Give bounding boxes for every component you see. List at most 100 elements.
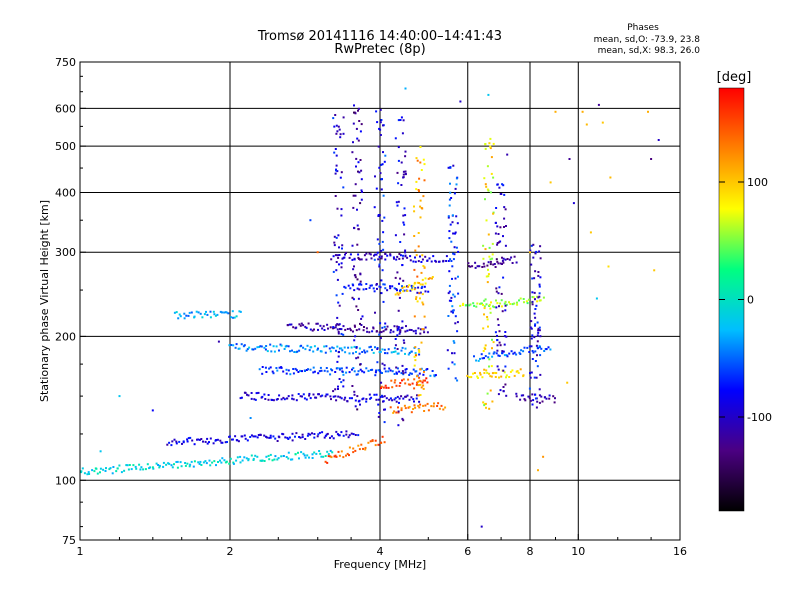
data-point: [249, 436, 252, 438]
data-point: [424, 290, 427, 293]
data-point: [155, 462, 158, 465]
data-point: [515, 395, 518, 398]
data-point: [344, 351, 347, 354]
stats-line-o: mean, sd,O: -73.9, 23.8: [594, 35, 701, 45]
data-point: [297, 371, 300, 373]
data-point: [399, 329, 402, 332]
data-point: [377, 443, 380, 446]
data-point: [370, 257, 373, 260]
data-point: [377, 398, 380, 401]
data-point: [414, 352, 417, 355]
colorbar-tick-label: 100: [747, 176, 768, 189]
data-point: [418, 282, 421, 284]
data-point: [308, 349, 311, 352]
data-point: [320, 369, 323, 372]
data-point: [250, 397, 253, 400]
data-point: [179, 461, 182, 464]
data-point: [287, 438, 290, 440]
data-point: [410, 288, 413, 291]
data-point: [543, 350, 546, 352]
data-point: [405, 368, 408, 370]
data-point: [397, 410, 400, 413]
data-point: [399, 241, 402, 243]
data-point: [421, 283, 424, 286]
data-point: [292, 326, 295, 329]
data-point: [248, 346, 251, 349]
data-point: [452, 293, 455, 296]
data-point: [330, 258, 333, 261]
data-point: [375, 330, 378, 333]
data-point: [609, 176, 612, 179]
data-point: [173, 463, 175, 466]
data-point: [217, 461, 219, 463]
data-point: [246, 348, 249, 351]
data-point: [453, 253, 456, 256]
data-point: [402, 214, 405, 217]
data-point: [391, 399, 394, 402]
data-point: [484, 143, 487, 146]
data-point: [502, 184, 505, 187]
data-point: [446, 349, 449, 352]
data-point: [450, 299, 453, 302]
data-point: [245, 349, 248, 352]
data-point: [422, 328, 425, 331]
data-point: [503, 354, 506, 357]
data-point: [243, 434, 246, 437]
data-point: [282, 433, 285, 436]
data-point: [423, 410, 426, 412]
data-point: [393, 257, 395, 260]
data-point: [351, 151, 354, 154]
data-point: [539, 276, 542, 279]
data-point: [376, 238, 379, 241]
data-point: [531, 350, 534, 352]
data-point: [518, 351, 521, 354]
data-point: [357, 253, 360, 256]
data-point: [352, 367, 355, 370]
data-point: [421, 328, 424, 331]
data-point: [213, 460, 216, 463]
data-point: [492, 305, 494, 308]
data-point: [499, 302, 502, 305]
data-point: [239, 461, 242, 464]
data-point: [291, 394, 294, 397]
data-point: [435, 260, 437, 263]
data-point: [503, 226, 505, 228]
data-point: [134, 465, 137, 468]
data-point: [392, 256, 395, 259]
data-point: [198, 438, 201, 441]
data-point: [342, 434, 345, 437]
data-point: [335, 132, 338, 135]
data-point: [221, 311, 223, 314]
data-point: [422, 265, 425, 267]
data-point: [451, 305, 454, 308]
data-point: [187, 314, 190, 317]
data-point: [447, 166, 450, 169]
data-point: [146, 463, 149, 466]
data-point: [415, 296, 418, 299]
data-point: [105, 467, 107, 470]
data-point: [497, 262, 500, 265]
data-point: [87, 471, 90, 474]
data-point: [180, 465, 183, 468]
data-point: [330, 456, 333, 459]
data-point: [318, 450, 321, 452]
data-point: [418, 376, 421, 379]
data-point: [419, 283, 422, 286]
data-point: [298, 436, 301, 438]
data-point: [380, 249, 383, 252]
data-point: [354, 434, 357, 436]
data-point: [359, 282, 362, 285]
data-point: [520, 349, 523, 352]
data-point: [315, 322, 318, 325]
data-point: [462, 302, 465, 305]
data-point: [400, 184, 403, 186]
data-point: [357, 434, 360, 437]
data-point: [427, 277, 430, 280]
data-point: [532, 399, 535, 402]
data-point: [221, 441, 224, 444]
data-point: [382, 248, 385, 251]
data-point: [438, 407, 441, 410]
data-point: [457, 292, 460, 295]
data-point: [389, 406, 392, 409]
data-point: [182, 440, 185, 443]
